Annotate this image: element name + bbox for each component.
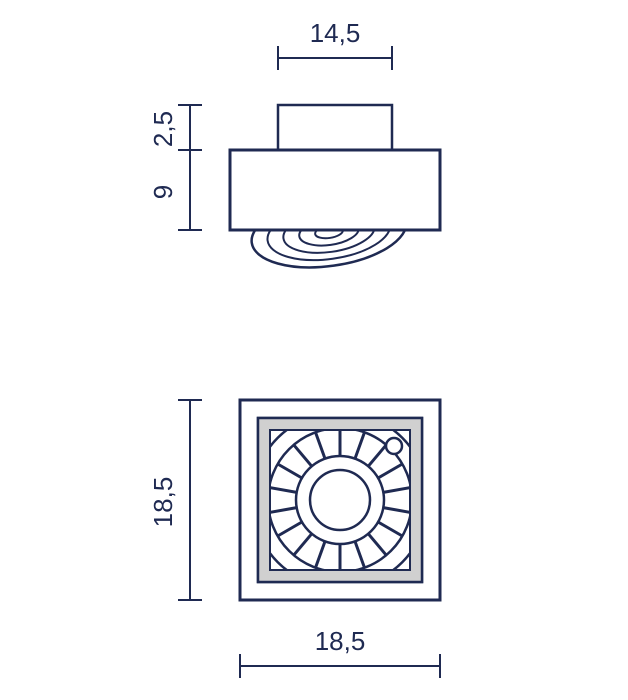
dim-left-upper-label: 2,5: [148, 111, 178, 147]
dim-bottom-under: [240, 654, 440, 678]
technical-drawing: 14,5 2,5 9: [0, 0, 628, 700]
front-upper-block: [278, 105, 392, 150]
bottom-lamp: [252, 412, 428, 588]
dim-bottom-left: [178, 400, 202, 600]
dim-left-lower: [178, 150, 202, 230]
dim-left-upper: [178, 105, 202, 150]
dim-top: [278, 46, 392, 70]
bottom-band-t: [258, 418, 422, 430]
bottom-band-l: [258, 418, 270, 582]
dim-bottom-under-label: 18,5: [315, 626, 366, 656]
dim-left-lower-label: 9: [148, 185, 178, 199]
bottom-band-r: [410, 418, 422, 582]
front-main-body-mask: [230, 150, 440, 230]
bottom-band-b: [258, 570, 422, 582]
dim-top-label: 14,5: [310, 18, 361, 48]
dim-bottom-left-label: 18,5: [148, 477, 178, 528]
